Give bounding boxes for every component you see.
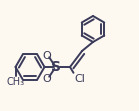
Text: S: S bbox=[52, 60, 61, 74]
Text: Cl: Cl bbox=[74, 74, 85, 84]
Text: O: O bbox=[43, 73, 51, 83]
Text: O: O bbox=[43, 51, 51, 60]
Text: CH₃: CH₃ bbox=[6, 76, 25, 86]
